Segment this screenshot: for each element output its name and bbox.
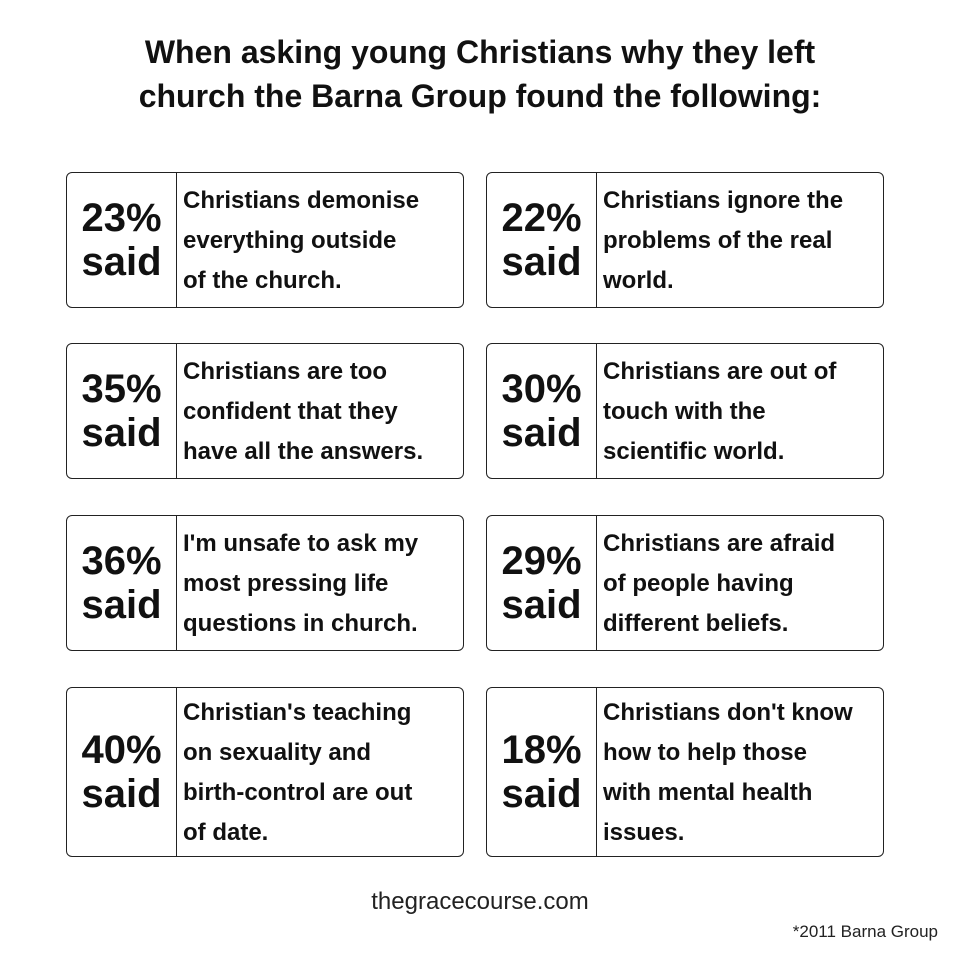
stat-card-2: 22% said Christians ignore the problems …	[486, 172, 884, 308]
stat-said: said	[501, 583, 582, 627]
stat-said: said	[81, 411, 162, 455]
footer-website: thegracecourse.com	[371, 888, 589, 915]
statement-line: I'm unsafe to ask my	[183, 530, 419, 557]
stat-card-5: 36% said I'm unsafe to ask my most press…	[66, 515, 464, 651]
statement-line: have all the answers.	[183, 438, 424, 465]
stat-figure: 22% said	[487, 173, 597, 307]
stat-percent: 23%	[81, 196, 162, 240]
stat-percent: 18%	[501, 728, 582, 772]
statement-line: of people having	[603, 570, 794, 597]
statement-line: Christians are out of	[603, 358, 837, 385]
statement-line: birth-control are out	[183, 779, 413, 806]
stat-figure: 40% said	[67, 688, 177, 856]
stat-card-8: 18% said Christians don't know how to he…	[486, 687, 884, 857]
statement-line: questions in church.	[183, 610, 418, 637]
stat-card-4: 30% said Christians are out of touch wit…	[486, 343, 884, 479]
stat-statement: Christians don't know how to help those …	[597, 688, 883, 856]
stat-said: said	[81, 583, 162, 627]
statement-line: of the church.	[183, 267, 342, 294]
footer-credit: *2011 Barna Group	[792, 922, 938, 941]
stat-card-6: 29% said Christians are afraid of people…	[486, 515, 884, 651]
stat-figure: 29% said	[487, 516, 597, 650]
title-line-1: When asking young Christians why they le…	[144, 34, 816, 70]
statement-line: Christians are afraid	[603, 530, 836, 557]
statement-line: touch with the	[603, 398, 766, 425]
stat-percent: 30%	[501, 367, 582, 411]
stat-said: said	[501, 772, 582, 816]
stat-statement: Christians are too confident that they h…	[177, 344, 463, 478]
statement-line: most pressing life	[183, 570, 389, 597]
stat-figure: 18% said	[487, 688, 597, 856]
statement-line: with mental health	[603, 779, 813, 806]
stat-figure: 30% said	[487, 344, 597, 478]
title-line-2: church the Barna Group found the followi…	[138, 78, 822, 114]
statement-line: Christians are too	[183, 358, 388, 385]
stat-card-1: 23% said Christians demonise everything …	[66, 172, 464, 308]
stat-said: said	[81, 772, 162, 816]
stat-percent: 22%	[501, 196, 582, 240]
stat-percent: 36%	[81, 539, 162, 583]
stat-said: said	[501, 411, 582, 455]
stat-statement: Christians are afraid of people having d…	[597, 516, 883, 650]
statement-line: Christian's teaching	[183, 699, 412, 726]
stat-statement: I'm unsafe to ask my most pressing life …	[177, 516, 463, 650]
statement-line: different beliefs.	[603, 610, 789, 637]
statement-line: on sexuality and	[183, 739, 372, 766]
stat-card-7: 40% said Christian's teaching on sexuali…	[66, 687, 464, 857]
stat-card-3: 35% said Christians are too confident th…	[66, 343, 464, 479]
stat-percent: 29%	[501, 539, 582, 583]
stat-statement: Christians are out of touch with the sci…	[597, 344, 883, 478]
statement-line: issues.	[603, 819, 685, 846]
stat-figure: 35% said	[67, 344, 177, 478]
statement-line: of date.	[183, 819, 269, 846]
stat-percent: 40%	[81, 728, 162, 772]
stat-percent: 35%	[81, 367, 162, 411]
stat-said: said	[501, 240, 582, 284]
statement-line: Christians ignore the	[603, 187, 844, 214]
statement-line: everything outside	[183, 227, 397, 254]
stat-statement: Christian's teaching on sexuality and bi…	[177, 688, 463, 856]
statement-line: Christians demonise	[183, 187, 420, 214]
stat-figure: 36% said	[67, 516, 177, 650]
stat-statement: Christians ignore the problems of the re…	[597, 173, 883, 307]
stat-statement: Christians demonise everything outside o…	[177, 173, 463, 307]
page-title: When asking young Christians why they le…	[0, 30, 960, 118]
stat-said: said	[81, 240, 162, 284]
statement-line: confident that they	[183, 398, 398, 425]
statement-line: problems of the real	[603, 227, 833, 254]
statement-line: how to help those	[603, 739, 807, 766]
statement-line: world.	[603, 267, 674, 294]
statement-line: scientific world.	[603, 438, 785, 465]
stat-figure: 23% said	[67, 173, 177, 307]
statement-line: Christians don't know	[603, 699, 853, 726]
